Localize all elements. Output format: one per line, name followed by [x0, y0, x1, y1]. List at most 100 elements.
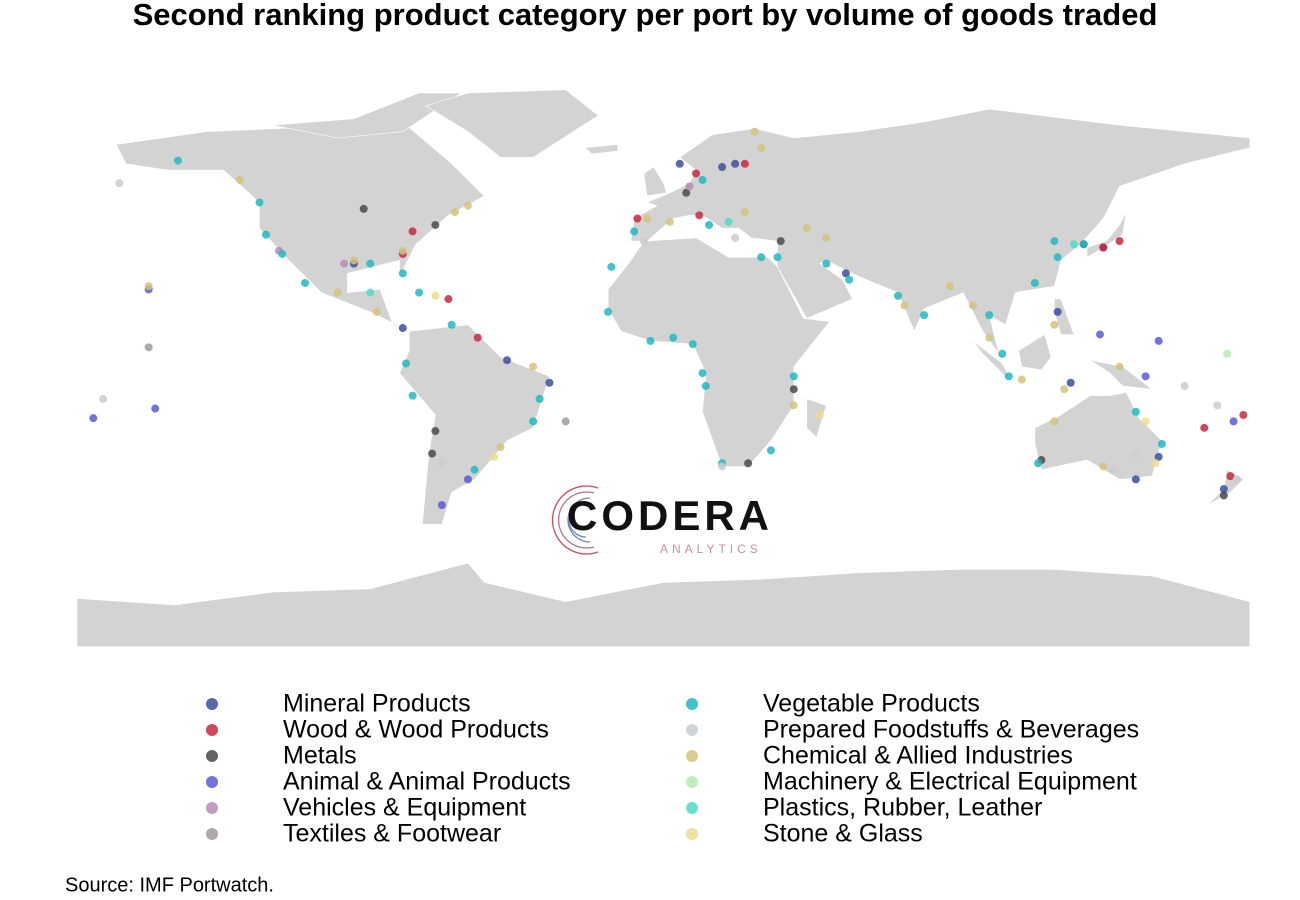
port	[366, 259, 375, 268]
antarctica	[76, 562, 1251, 648]
port	[789, 372, 798, 381]
sumatra-java	[972, 340, 1035, 384]
port	[450, 208, 459, 217]
port	[698, 175, 707, 184]
port	[437, 459, 446, 468]
port	[665, 217, 674, 226]
port	[535, 394, 544, 403]
legend-swatch	[206, 750, 218, 762]
port	[1131, 475, 1140, 484]
port	[333, 288, 342, 297]
port	[490, 452, 499, 461]
port	[920, 311, 929, 320]
port	[1151, 459, 1160, 468]
port	[639, 237, 648, 246]
port	[822, 259, 831, 268]
port	[985, 311, 994, 320]
port	[789, 385, 798, 394]
port	[1079, 240, 1088, 249]
port	[1053, 307, 1062, 316]
port	[1213, 401, 1222, 410]
port	[278, 249, 287, 258]
port	[740, 159, 749, 168]
legend-swatch	[686, 802, 698, 814]
port	[372, 307, 381, 316]
port	[1096, 330, 1105, 339]
title: Second ranking product category per port…	[133, 0, 1158, 32]
port	[1223, 349, 1232, 358]
port	[366, 288, 375, 297]
port	[255, 198, 264, 207]
port	[444, 295, 453, 304]
port	[894, 291, 903, 300]
legend-label: Vehicles & Equipment	[283, 794, 526, 822]
legend-swatch	[686, 698, 698, 710]
logo-tagline: ANALYTICS	[660, 542, 762, 556]
port	[744, 459, 753, 468]
legend-swatch	[206, 828, 218, 840]
port	[503, 356, 512, 365]
legend-label: Textiles & Footwear	[283, 820, 501, 848]
legend-label: Plastics, Rubber, Leather	[763, 794, 1042, 822]
port	[1109, 465, 1118, 474]
port	[731, 159, 740, 168]
legend-swatch	[206, 724, 218, 736]
legend-label: Animal & Animal Products	[283, 768, 571, 796]
legend-swatch	[686, 750, 698, 762]
logo: CODERA ANALYTICS	[551, 485, 769, 556]
port	[1219, 485, 1228, 494]
port	[428, 449, 437, 458]
port	[1034, 459, 1043, 468]
britain	[643, 166, 668, 197]
port	[359, 204, 368, 213]
port	[1131, 449, 1140, 458]
port	[1232, 475, 1241, 484]
port	[757, 253, 766, 262]
port	[151, 404, 160, 413]
port	[398, 324, 407, 333]
port	[669, 333, 678, 342]
legend-label: Wood & Wood Products	[283, 716, 549, 744]
port	[431, 427, 440, 436]
port	[89, 414, 98, 423]
port	[235, 175, 244, 184]
legend-swatch	[206, 802, 218, 814]
iceland	[584, 144, 619, 155]
port	[900, 301, 909, 310]
port	[1141, 372, 1150, 381]
port	[301, 278, 310, 287]
port	[630, 227, 639, 236]
port	[1239, 410, 1248, 419]
legend-label: Chemical & Allied Industries	[763, 742, 1073, 770]
port	[718, 462, 727, 471]
port	[1229, 417, 1238, 426]
port	[398, 269, 407, 278]
logo-mark	[551, 485, 599, 555]
port	[144, 282, 153, 291]
port	[349, 256, 358, 265]
port	[431, 220, 440, 229]
legend-label: Prepared Foodstuffs & Beverages	[763, 716, 1139, 744]
port	[1115, 362, 1124, 371]
south-america	[399, 324, 550, 525]
port	[646, 336, 655, 345]
port	[1115, 237, 1124, 246]
port	[529, 417, 538, 426]
port	[470, 465, 479, 474]
port	[946, 282, 955, 291]
port	[968, 301, 977, 310]
port	[1154, 452, 1163, 461]
port	[1200, 423, 1209, 432]
port	[1154, 336, 1163, 345]
port	[1099, 462, 1108, 471]
port	[1219, 491, 1228, 500]
port	[682, 188, 691, 197]
port	[1050, 417, 1059, 426]
north-america	[115, 121, 485, 332]
port	[822, 233, 831, 242]
port	[463, 201, 472, 210]
port	[408, 391, 417, 400]
port	[750, 127, 759, 136]
